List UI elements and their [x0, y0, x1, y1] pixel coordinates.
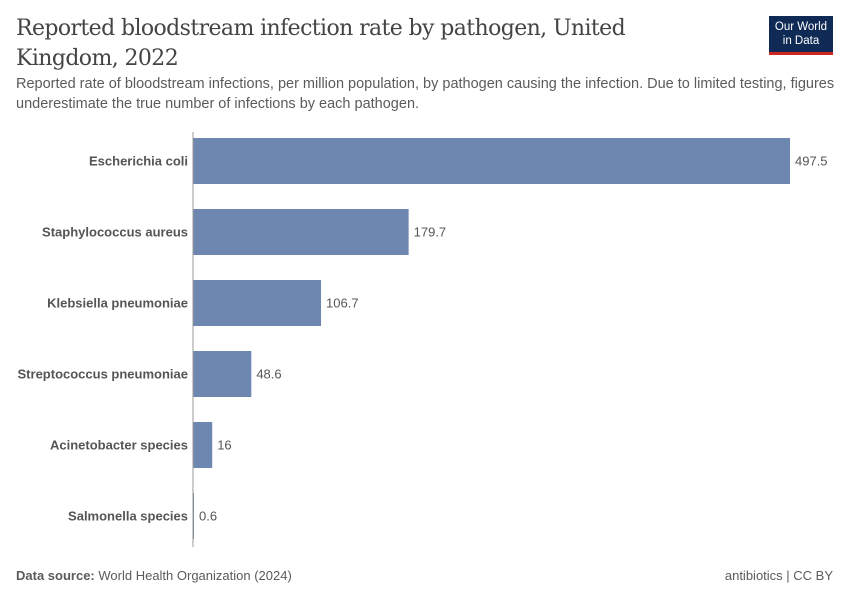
category-label: Escherichia coli — [89, 154, 188, 169]
source-label: Data source: — [16, 568, 95, 583]
category-label: Streptococcus pneumoniae — [18, 367, 188, 382]
owid-logo[interactable]: Our World in Data — [769, 16, 833, 55]
value-label: 179.7 — [414, 225, 447, 240]
value-label: 0.6 — [199, 509, 217, 524]
value-label: 497.5 — [795, 154, 828, 169]
data-source: Data source: World Health Organization (… — [16, 568, 292, 583]
bar[interactable] — [193, 280, 322, 326]
value-label: 48.6 — [256, 367, 281, 382]
bar[interactable] — [193, 351, 252, 397]
category-label: Acinetobacter species — [50, 438, 188, 453]
source-link[interactable]: World Health Organization (2024) — [98, 568, 292, 583]
value-label: 106.7 — [326, 296, 359, 311]
chart-subtitle: Reported rate of bloodstream infections,… — [16, 76, 835, 112]
bar[interactable] — [193, 138, 790, 184]
license[interactable]: antibiotics | CC BY — [724, 568, 833, 583]
value-label: 16 — [217, 438, 231, 453]
chart-title: Reported bloodstream infection rate by p… — [16, 16, 626, 71]
bar[interactable] — [193, 209, 409, 255]
category-label: Klebsiella pneumoniae — [47, 296, 188, 311]
category-label: Salmonella species — [68, 509, 188, 524]
bar[interactable] — [193, 422, 213, 468]
category-label: Staphylococcus aureus — [42, 225, 188, 240]
